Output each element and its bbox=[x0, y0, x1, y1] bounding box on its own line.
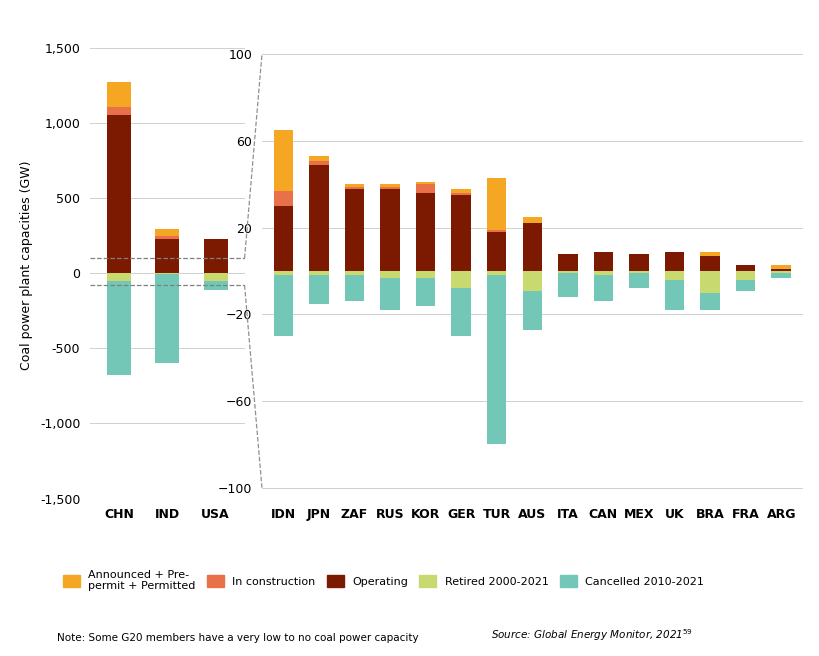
Bar bbox=[309, 165, 328, 271]
Bar bbox=[380, 186, 400, 189]
Bar bbox=[380, 184, 400, 186]
Bar bbox=[736, 279, 755, 291]
Bar bbox=[700, 252, 720, 256]
Bar bbox=[274, 206, 293, 271]
Bar bbox=[523, 271, 542, 291]
Bar bbox=[274, 131, 293, 191]
Bar bbox=[380, 271, 400, 277]
Bar bbox=[107, 107, 131, 115]
Bar bbox=[736, 271, 755, 279]
Bar bbox=[309, 276, 328, 304]
Bar bbox=[156, 236, 179, 239]
Bar bbox=[274, 276, 293, 336]
Bar bbox=[700, 256, 720, 271]
Bar bbox=[629, 271, 649, 274]
Bar bbox=[451, 271, 471, 289]
Bar bbox=[204, 239, 228, 273]
Bar bbox=[771, 274, 791, 277]
Bar bbox=[771, 269, 791, 271]
Text: Note: Some G20 members have a very low to no coal power capacity: Note: Some G20 members have a very low t… bbox=[57, 633, 419, 643]
Bar bbox=[274, 271, 293, 276]
Bar bbox=[629, 274, 649, 289]
Bar bbox=[107, 81, 131, 107]
Bar bbox=[665, 271, 685, 279]
Bar bbox=[594, 276, 613, 301]
Bar bbox=[451, 193, 471, 195]
Bar bbox=[107, 273, 131, 281]
Bar bbox=[204, 281, 228, 291]
Bar bbox=[487, 276, 506, 444]
Bar bbox=[451, 189, 471, 193]
Bar bbox=[345, 276, 364, 301]
Bar bbox=[629, 254, 649, 271]
Bar bbox=[345, 186, 364, 189]
Bar bbox=[416, 182, 436, 184]
Bar bbox=[558, 274, 577, 297]
Bar bbox=[523, 217, 542, 224]
Bar bbox=[345, 184, 364, 186]
Bar bbox=[523, 291, 542, 329]
Bar bbox=[594, 271, 613, 276]
Bar bbox=[156, 229, 179, 236]
Bar bbox=[700, 293, 720, 310]
Bar bbox=[416, 193, 436, 271]
Bar bbox=[416, 277, 436, 306]
Bar bbox=[309, 161, 328, 165]
Bar bbox=[558, 271, 577, 274]
Bar bbox=[309, 156, 328, 161]
Bar bbox=[665, 279, 685, 310]
Bar bbox=[771, 264, 791, 269]
Bar bbox=[665, 252, 685, 271]
Bar bbox=[736, 264, 755, 271]
Bar bbox=[380, 189, 400, 271]
Y-axis label: Coal power plant capacities (GW): Coal power plant capacities (GW) bbox=[20, 161, 33, 371]
Bar bbox=[345, 189, 364, 271]
Bar bbox=[523, 224, 542, 271]
Bar bbox=[274, 191, 293, 206]
Bar bbox=[204, 273, 228, 281]
Bar bbox=[107, 281, 131, 375]
Text: Source: Global Energy Monitor, 2021$^{59}$: Source: Global Energy Monitor, 2021$^{59… bbox=[491, 627, 693, 643]
Bar bbox=[487, 271, 506, 276]
Bar bbox=[416, 271, 436, 277]
Bar bbox=[487, 230, 506, 232]
Bar bbox=[156, 274, 179, 363]
Bar bbox=[107, 115, 131, 273]
Bar bbox=[451, 195, 471, 271]
Bar bbox=[558, 254, 577, 271]
Bar bbox=[156, 273, 179, 274]
Bar bbox=[451, 289, 471, 336]
Bar bbox=[700, 271, 720, 293]
Bar bbox=[156, 239, 179, 273]
Bar bbox=[345, 271, 364, 276]
Bar bbox=[487, 178, 506, 230]
Legend: Announced + Pre-
permit + Permitted, In construction, Operating, Retired 2000-20: Announced + Pre- permit + Permitted, In … bbox=[63, 570, 704, 592]
Bar bbox=[594, 252, 613, 271]
Bar bbox=[487, 232, 506, 271]
Bar bbox=[416, 184, 436, 193]
Bar bbox=[380, 277, 400, 310]
Bar bbox=[309, 271, 328, 276]
Bar bbox=[771, 271, 791, 274]
